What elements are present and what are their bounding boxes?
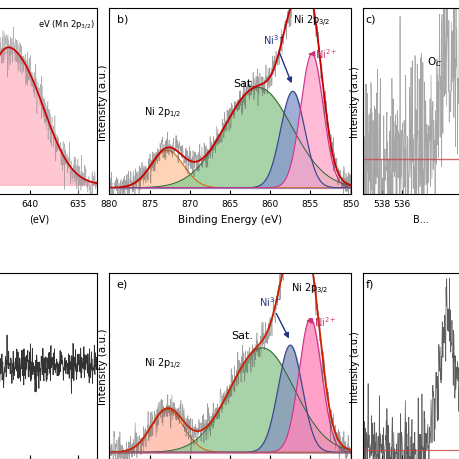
Text: Ni 2p$_{3/2}$: Ni 2p$_{3/2}$ xyxy=(290,281,328,297)
Text: eV (Mn 2p$_{3/2}$): eV (Mn 2p$_{3/2}$) xyxy=(38,18,95,31)
Text: Sat.: Sat. xyxy=(230,330,252,340)
Y-axis label: Intensity (a.u.): Intensity (a.u.) xyxy=(350,330,359,402)
Text: e): e) xyxy=(117,279,128,289)
Text: Ni$^{2+}$: Ni$^{2+}$ xyxy=(309,47,337,61)
Text: O$_C$: O$_C$ xyxy=(425,55,441,69)
Text: Ni$^{3+}$: Ni$^{3+}$ xyxy=(262,34,291,83)
X-axis label: (eV): (eV) xyxy=(29,214,49,224)
Text: c): c) xyxy=(364,15,375,25)
Text: Ni 2p$_{3/2}$: Ni 2p$_{3/2}$ xyxy=(292,14,330,29)
X-axis label: B...: B... xyxy=(412,214,428,224)
Y-axis label: Intensity (a.u.): Intensity (a.u.) xyxy=(98,64,108,140)
Text: Sat.: Sat. xyxy=(233,78,255,89)
Text: Ni$^{3+}$: Ni$^{3+}$ xyxy=(258,295,288,337)
Text: Ni 2p$_{1/2}$: Ni 2p$_{1/2}$ xyxy=(143,106,181,121)
X-axis label: Binding Energy (eV): Binding Energy (eV) xyxy=(178,214,281,224)
Text: Ni$^{2+}$: Ni$^{2+}$ xyxy=(307,315,336,329)
Y-axis label: Intensity (a.u.): Intensity (a.u.) xyxy=(98,328,108,404)
Text: Ni 2p$_{1/2}$: Ni 2p$_{1/2}$ xyxy=(143,356,181,371)
Text: f): f) xyxy=(364,279,373,289)
Y-axis label: Intensity (a.u.): Intensity (a.u.) xyxy=(350,66,359,138)
Text: b): b) xyxy=(117,15,128,25)
